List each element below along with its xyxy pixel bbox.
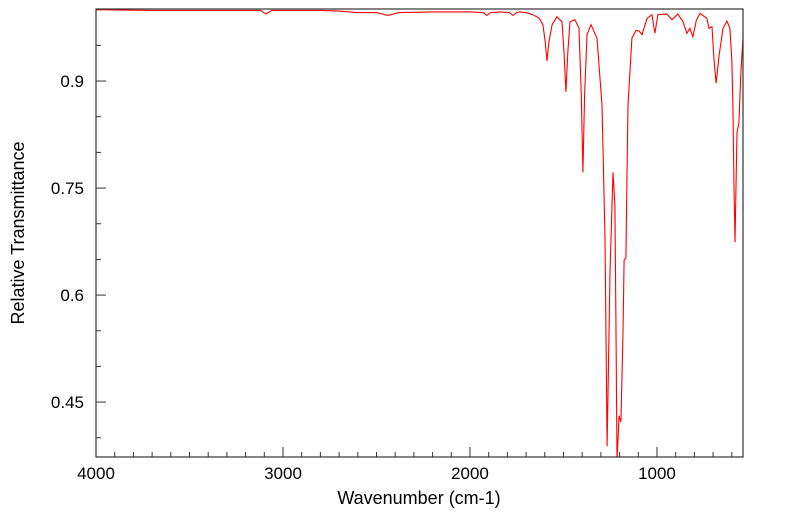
x-tick-label: 3000 [264,464,302,483]
x-tick-labels: 4000 3000 2000 1000 [77,464,676,483]
y-tick-labels: 0.45 0.6 0.75 0.9 [51,72,84,412]
x-tick-label: 2000 [451,464,489,483]
axis-ticks [95,9,733,457]
y-axis-label: Relative Transmittance [8,141,28,324]
y-tick-label: 0.45 [51,393,84,412]
y-tick-label: 0.75 [51,179,84,198]
plot-frame [95,8,744,458]
spectrum-line [96,9,743,457]
y-tick-label: 0.6 [60,286,84,305]
x-axis-label: Wavenumber (cm-1) [337,488,500,508]
y-tick-label: 0.9 [60,72,84,91]
x-tick-label: 1000 [638,464,676,483]
x-tick-label: 4000 [77,464,115,483]
